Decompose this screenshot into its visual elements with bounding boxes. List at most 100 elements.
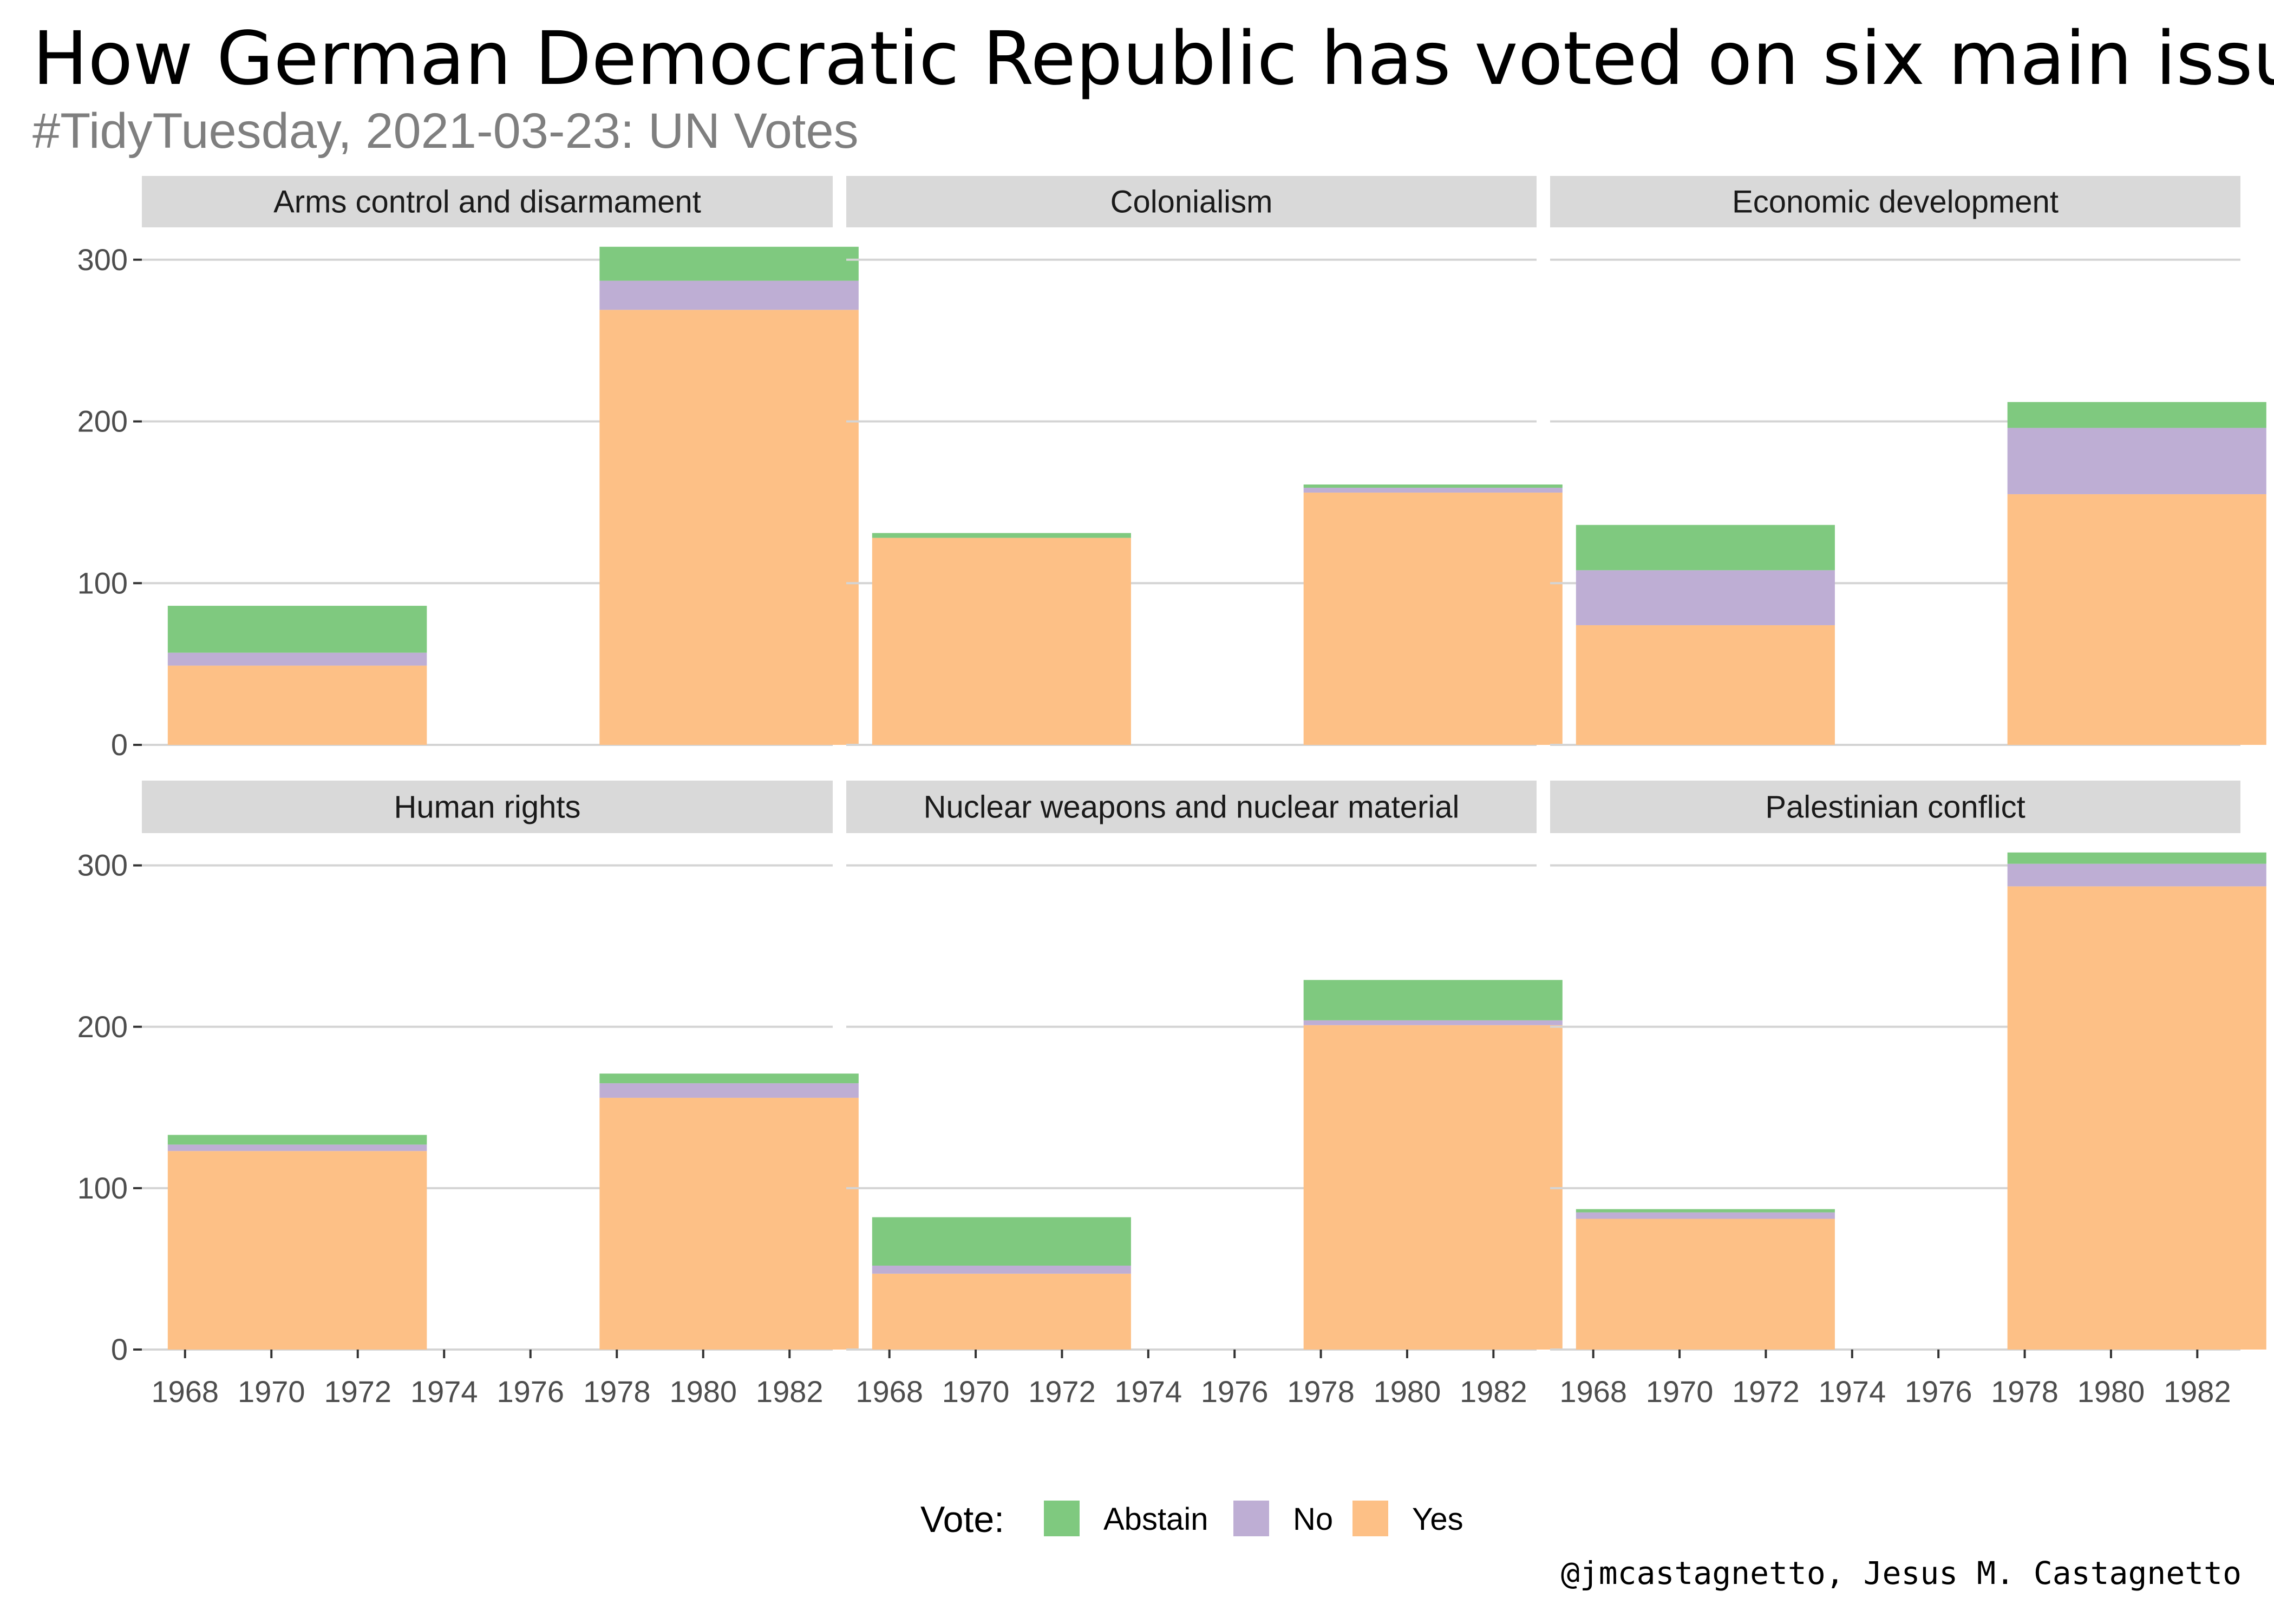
y-tick-label: 300 [77,848,128,882]
legend-label-yes: Yes [1412,1502,1463,1537]
chart-title: How German Democratic Republic has voted… [32,16,2274,102]
facet-arms-control-and-disarmament: Arms control and disarmament 0 100 200 300 [77,176,859,762]
bar-segment-no [167,1144,427,1151]
y-tick-label: 100 [77,1171,128,1205]
y-tick-label: 100 [77,566,128,600]
bar-segment-no [2007,863,2266,887]
bar-segment-yes [872,538,1131,745]
facet-nuclear-weapons-and-nuclear-material: Nuclear weapons and nuclear material 1968… [846,781,1563,1409]
bar-segment-yes [1576,1219,1835,1350]
bar-segment-yes [167,1151,427,1350]
x-tick-label: 1968 [1559,1374,1627,1409]
bar-segment-abstain [2007,852,2266,864]
bar-segment-yes [1576,625,1835,745]
y-tick-label: 200 [77,404,128,438]
bar-segment-yes [1303,1025,1563,1350]
facet-economic-development: Economic development [1550,176,2266,746]
legend-entry-no: No [1233,1501,1333,1537]
bar-segment-abstain [167,606,427,653]
bar-segment-abstain [2007,402,2266,428]
legend-entries: Abstain No Yes [1044,1501,1463,1537]
x-tick-label: 1982 [2164,1374,2231,1409]
bar-segment-abstain [599,1073,859,1084]
bar-segment-yes [1303,492,1563,745]
bar-segment-yes [167,665,427,745]
facet-strip-label: Palestinian conflict [1765,790,2025,825]
facet-strip-label: Colonialism [1110,185,1273,220]
legend-label-no: No [1293,1502,1333,1537]
facet-colonialism: Colonialism [846,176,1563,746]
bar-segment-abstain [1576,1209,1835,1213]
y-tick-label: 300 [77,243,128,277]
x-tick-label: 1970 [942,1374,1010,1409]
legend-swatch-yes [1352,1501,1388,1536]
legend: Vote: Abstain No Yes [920,1499,1463,1540]
x-tick-label: 1974 [1115,1374,1182,1409]
x-tick-label: 1976 [1201,1374,1269,1409]
bar-segment-abstain [1303,484,1563,488]
caption: @jmcastagnetto, Jesus M. Castagnetto [1560,1555,2242,1592]
legend-label-abstain: Abstain [1103,1502,1208,1537]
facet-strip-label: Human rights [394,790,581,825]
legend-swatch-no [1233,1501,1269,1536]
x-tick-label: 1976 [1905,1374,1972,1409]
x-tick-label: 1970 [1646,1374,1714,1409]
facet-strip [1550,176,2240,227]
bar-segment-no [1303,487,1563,493]
bar-segment-no [1303,1020,1563,1025]
x-tick-label: 1978 [583,1374,651,1409]
x-tick-label: 1978 [1287,1374,1355,1409]
facet-strip-label: Arms control and disarmament [273,185,701,220]
facet-strip-label: Economic development [1732,185,2059,220]
x-tick-label: 1972 [1028,1374,1096,1409]
legend-title: Vote: [920,1499,1004,1540]
facet-strip [142,176,833,227]
legend-entry-abstain: Abstain [1044,1501,1208,1537]
facet-strip [846,781,1537,833]
bar-segment-no [167,652,427,666]
x-tick-label: 1970 [238,1374,305,1409]
x-tick-label: 1974 [410,1374,478,1409]
bar-segment-no [1576,1212,1835,1219]
x-tick-label: 1980 [2077,1374,2145,1409]
facet-palestinian-conflict: Palestinian conflict 1968 1970 1972 1974 1976… [1550,781,2266,1409]
facet-panels: Arms control and disarmament 0 100 200 300 Co… [77,176,2266,1409]
bar-segment-abstain [167,1135,427,1145]
chart-subtitle: #TidyTuesday, 2021-03-23: UN Votes [32,103,859,159]
bar-segment-abstain [1576,525,1835,571]
bar-segment-abstain [872,1217,1131,1266]
x-tick-label: 1980 [669,1374,737,1409]
bar-segment-no [1576,570,1835,625]
bar-segment-yes [872,1273,1131,1350]
x-tick-label: 1968 [151,1374,219,1409]
facet-human-rights: Human rights 0 100 200 300 1968 1970 1972 1974 19… [77,781,859,1409]
legend-swatch-abstain [1044,1501,1080,1536]
facet-strip-label: Nuclear weapons and nuclear material [924,790,1460,825]
legend-entry-yes: Yes [1352,1501,1463,1537]
facet-strip [142,781,833,833]
x-tick-label: 1980 [1374,1374,1441,1409]
x-tick-label: 1972 [1732,1374,1800,1409]
bar-segment-yes [2007,886,2266,1350]
bar-segment-no [599,1083,859,1098]
x-tick-label: 1974 [1819,1374,1886,1409]
bar-segment-abstain [1303,980,1563,1020]
x-tick-label: 1978 [1991,1374,2059,1409]
y-tick-label: 200 [77,1010,128,1044]
bar-segment-yes [599,310,859,745]
x-tick-label: 1968 [855,1374,923,1409]
x-tick-label: 1982 [756,1374,824,1409]
facet-strip [1550,781,2240,833]
bar-segment-abstain [599,246,859,281]
x-tick-label: 1982 [1460,1374,1527,1409]
bar-segment-abstain [872,533,1131,538]
bar-segment-yes [599,1097,859,1350]
x-tick-label: 1972 [324,1374,391,1409]
y-tick-label: 0 [111,1332,128,1366]
bar-segment-no [872,1265,1131,1274]
bar-segment-no [2007,428,2266,494]
y-tick-label: 0 [111,728,128,762]
bar-segment-no [599,280,859,310]
facet-strip [846,176,1537,227]
